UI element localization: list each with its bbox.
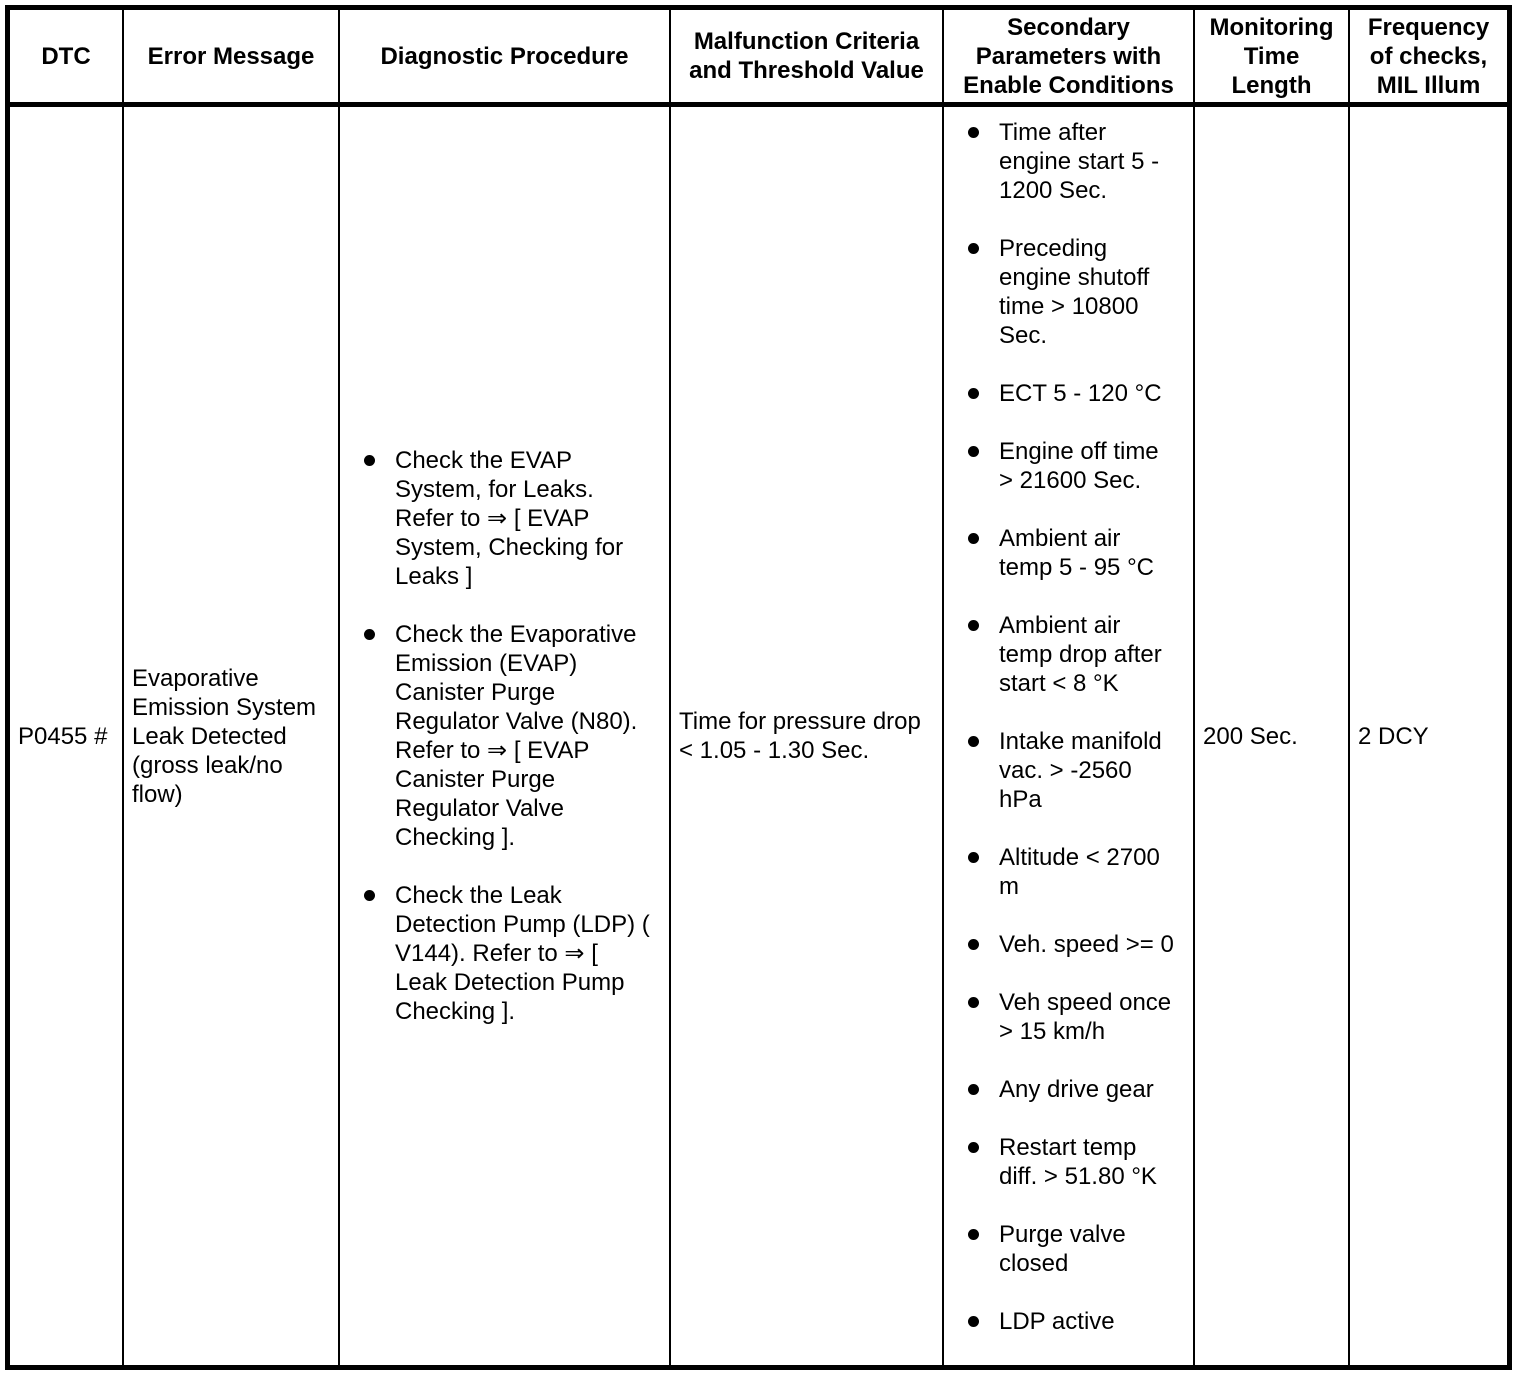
enable-condition: Restart temp diff. > 51.80 °K <box>999 1134 1157 1190</box>
malfunction-criteria-text: Time for pressure drop < 1.05 - 1.30 Sec… <box>679 708 921 764</box>
bullet-icon <box>968 939 979 950</box>
frequency-text: 2 DCY <box>1358 722 1429 750</box>
monitoring-time-cell: 200 Sec. <box>1195 107 1350 1365</box>
dtc-cell: P0455 # <box>10 107 124 1365</box>
table-body-row: P0455 # Evaporative Emission System Leak… <box>10 107 1507 1365</box>
list-item: Restart temp diff. > 51.80 °K <box>968 1133 1185 1191</box>
enable-condition: Ambient air temp drop after start < 8 °K <box>999 612 1162 697</box>
malfunction-criteria-cell: Time for pressure drop < 1.05 - 1.30 Sec… <box>671 107 944 1365</box>
diagnostic-table: DTC Error Message Diagnostic Procedure M… <box>5 5 1512 1370</box>
diagnostic-step: Check the EVAP System, for Leaks. Refer … <box>395 447 624 590</box>
list-item: Ambient air temp 5 - 95 °C <box>968 524 1185 582</box>
secondary-parameters-cell: Time after engine start 5 - 1200 Sec. Pr… <box>944 107 1195 1365</box>
bullet-icon <box>968 620 979 631</box>
header-cell-dtc: DTC <box>10 10 124 107</box>
bullet-icon <box>968 1142 979 1153</box>
error-message-text: Evaporative Emission System Leak Detecte… <box>132 664 317 808</box>
diagnostic-step: Check the Leak Detection Pump (LDP) ( V1… <box>395 882 650 1025</box>
header-cell-diagnostic-procedure: Diagnostic Procedure <box>340 10 671 107</box>
enable-condition: Ambient air temp 5 - 95 °C <box>999 525 1154 581</box>
enable-condition: LDP active <box>999 1308 1115 1335</box>
enable-condition: Engine off time > 21600 Sec. <box>999 438 1159 494</box>
header-label-malfunction-criteria: Malfunction Criteria and Threshold Value <box>689 28 924 84</box>
list-item: Preceding engine shutoff time > 10800 Se… <box>968 234 1185 350</box>
error-message-cell: Evaporative Emission System Leak Detecte… <box>124 107 340 1365</box>
bullet-icon <box>364 455 375 466</box>
header-label-diagnostic-procedure: Diagnostic Procedure <box>380 42 629 70</box>
list-item: Check the Evaporative Emission (EVAP) Ca… <box>364 620 665 852</box>
header-cell-monitoring-time: Monitoring Time Length <box>1195 10 1350 107</box>
enable-condition: Veh speed once > 15 km/h <box>999 989 1172 1045</box>
header-cell-error-message: Error Message <box>124 10 340 107</box>
table-header-row: DTC Error Message Diagnostic Procedure M… <box>10 10 1507 107</box>
bullet-icon <box>968 1229 979 1240</box>
diagnostic-procedure-list: Check the EVAP System, for Leaks. Refer … <box>364 446 665 1026</box>
list-item: Engine off time > 21600 Sec. <box>968 437 1185 495</box>
header-label-dtc: DTC <box>41 42 91 70</box>
enable-condition: Time after engine start 5 - 1200 Sec. <box>999 119 1160 204</box>
bullet-icon <box>968 446 979 457</box>
header-label-monitoring-time: Monitoring Time Length <box>1209 13 1334 99</box>
list-item: ECT 5 - 120 °C <box>968 379 1185 408</box>
enable-condition: Purge valve closed <box>999 1221 1126 1277</box>
diagnostic-step: Check the Evaporative Emission (EVAP) Ca… <box>395 621 638 851</box>
bullet-icon <box>968 997 979 1008</box>
header-label-secondary-parameters: Secondary Parameters with Enable Conditi… <box>963 13 1174 99</box>
list-item: LDP active <box>968 1307 1185 1336</box>
list-item: Any drive gear <box>968 1075 1185 1104</box>
bullet-icon <box>968 852 979 863</box>
header-cell-secondary-parameters: Secondary Parameters with Enable Conditi… <box>944 10 1195 107</box>
header-cell-frequency: Frequency of checks, MIL Illum <box>1350 10 1507 107</box>
bullet-icon <box>968 1084 979 1095</box>
list-item: Veh speed once > 15 km/h <box>968 988 1185 1046</box>
header-label-error-message: Error Message <box>147 42 315 70</box>
monitoring-time-text: 200 Sec. <box>1203 722 1298 750</box>
secondary-parameters-list: Time after engine start 5 - 1200 Sec. Pr… <box>968 118 1185 1336</box>
enable-condition: ECT 5 - 120 °C <box>999 380 1162 407</box>
list-item: Veh. speed >= 0 <box>968 930 1185 959</box>
list-item: Altitude < 2700 m <box>968 843 1185 901</box>
bullet-icon <box>364 629 375 640</box>
bullet-icon <box>364 890 375 901</box>
diagnostic-procedure-cell: Check the EVAP System, for Leaks. Refer … <box>340 107 671 1365</box>
list-item: Check the EVAP System, for Leaks. Refer … <box>364 446 665 591</box>
enable-condition: Veh. speed >= 0 <box>999 931 1174 958</box>
bullet-icon <box>968 736 979 747</box>
bullet-icon <box>968 1316 979 1327</box>
list-item: Check the Leak Detection Pump (LDP) ( V1… <box>364 881 665 1026</box>
header-label-frequency: Frequency of checks, MIL Illum <box>1367 13 1490 99</box>
bullet-icon <box>968 388 979 399</box>
frequency-cell: 2 DCY <box>1350 107 1507 1365</box>
bullet-icon <box>968 243 979 254</box>
dtc-code: P0455 # <box>18 722 108 750</box>
bullet-icon <box>968 533 979 544</box>
list-item: Intake manifold vac. > -2560 hPa <box>968 727 1185 814</box>
bullet-icon <box>968 127 979 138</box>
enable-condition: Altitude < 2700 m <box>999 844 1160 900</box>
header-cell-malfunction-criteria: Malfunction Criteria and Threshold Value <box>671 10 944 107</box>
list-item: Ambient air temp drop after start < 8 °K <box>968 611 1185 698</box>
enable-condition: Intake manifold vac. > -2560 hPa <box>999 728 1162 813</box>
list-item: Purge valve closed <box>968 1220 1185 1278</box>
list-item: Time after engine start 5 - 1200 Sec. <box>968 118 1185 205</box>
enable-condition: Any drive gear <box>999 1076 1154 1103</box>
enable-condition: Preceding engine shutoff time > 10800 Se… <box>999 235 1150 349</box>
